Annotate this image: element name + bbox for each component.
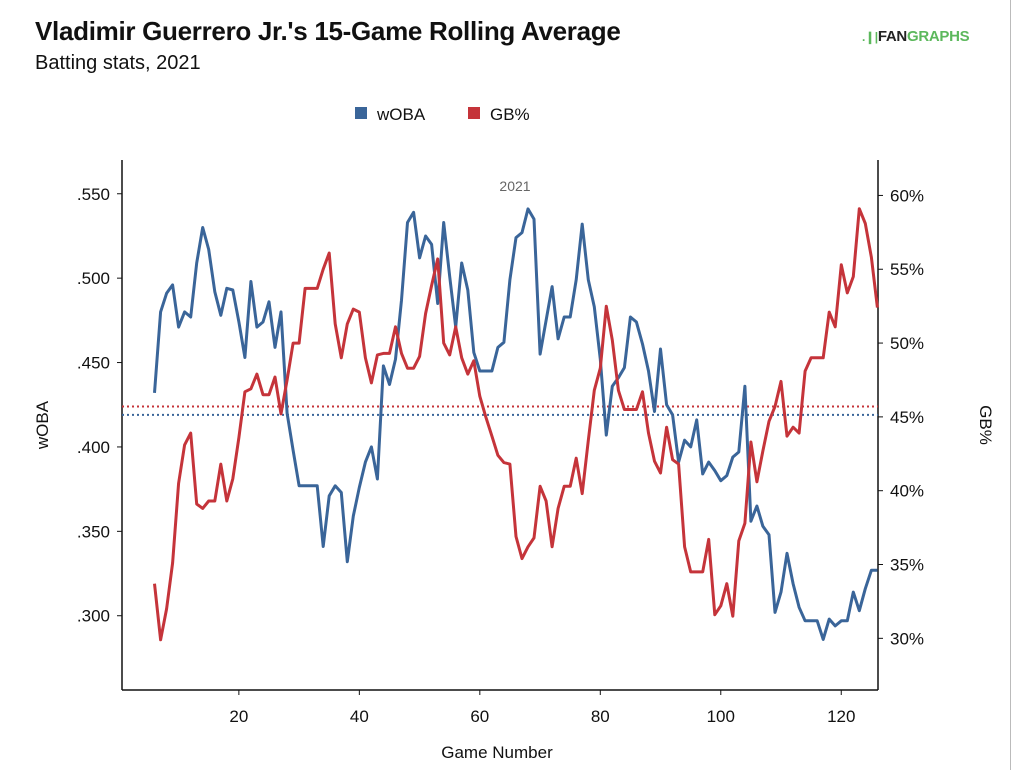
- y-left-axis-label: wOBA: [33, 400, 52, 450]
- y-left-tick-label: .400: [77, 438, 110, 457]
- chart-subtitle: Batting stats, 2021: [35, 52, 201, 74]
- logo-text-green: GRAPHS: [906, 28, 970, 45]
- legend-swatch-woba: [355, 107, 367, 119]
- axes: 20 40 60 80 100 120 .300 .350 .400 .450 .500 .550 30…: [77, 160, 924, 726]
- x-axis-label: Game Number: [441, 743, 553, 762]
- y-right-tick-label: 40%: [890, 482, 924, 501]
- year-annotation: 2021: [499, 178, 530, 194]
- y-right-axis-label: GB%: [976, 405, 995, 445]
- y-left-tick-label: .500: [77, 269, 110, 288]
- legend-label-gb: GB%: [490, 105, 530, 124]
- x-tick-label: 20: [229, 707, 248, 726]
- legend-label-woba: wOBA: [376, 105, 426, 124]
- y-left-tick-label: .350: [77, 522, 110, 541]
- y-right-tick-label: 45%: [890, 408, 924, 427]
- logo-mark-icon: .❙|: [862, 30, 878, 44]
- fangraphs-logo: .❙|FANGRAPHS: [862, 28, 970, 45]
- y-left-tick-label: .550: [77, 185, 110, 204]
- y-right-tick-label: 35%: [890, 556, 924, 575]
- y-right-tick-label: 55%: [890, 260, 924, 279]
- y-left-tick-label: .300: [77, 607, 110, 626]
- x-tick-label: 120: [827, 707, 855, 726]
- chart-title: Vladimir Guerrero Jr.'s 15-Game Rolling …: [35, 16, 621, 46]
- y-left-tick-label: .450: [77, 354, 110, 373]
- series-line-gb: [153, 207, 879, 642]
- x-tick-label: 40: [350, 707, 369, 726]
- y-right-tick-label: 30%: [890, 629, 924, 648]
- legend-swatch-gb: [468, 107, 480, 119]
- y-right-tick-label: 50%: [890, 334, 924, 353]
- x-tick-label: 60: [470, 707, 489, 726]
- legend: wOBA GB%: [355, 105, 530, 124]
- series-line-woba: [153, 207, 878, 641]
- plot-marks: [122, 207, 879, 642]
- x-tick-label: 100: [707, 707, 735, 726]
- x-tick-label: 80: [591, 707, 610, 726]
- y-right-tick-label: 60%: [890, 186, 924, 205]
- logo-text-dark: FAN: [877, 28, 907, 45]
